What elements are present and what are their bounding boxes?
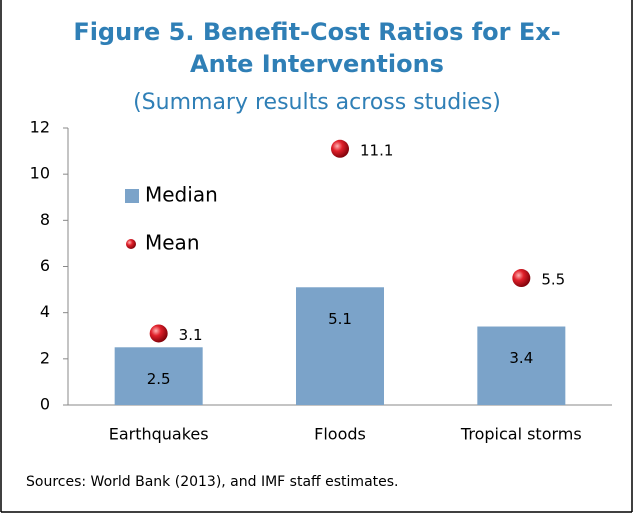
y-tick-label: 8 [40, 210, 50, 229]
value-label: 2.5 [147, 370, 171, 388]
value-label: 5.5 [541, 271, 565, 289]
x-tick-label: Earthquakes [109, 425, 209, 444]
legend-swatch [125, 189, 139, 203]
y-tick-label: 12 [30, 118, 50, 137]
value-label: 3.1 [179, 326, 203, 344]
y-tick-label: 6 [40, 256, 50, 275]
bar [114, 347, 203, 405]
value-label: 11.1 [360, 141, 393, 159]
legend-label: Median [145, 183, 218, 207]
mean-point [331, 139, 349, 158]
x-tick-label: Tropical storms [460, 425, 582, 444]
mean-point [149, 324, 168, 343]
value-label: 5.1 [328, 310, 352, 328]
mean-point [512, 269, 531, 288]
y-tick-label: 10 [30, 164, 50, 183]
x-tick-label: Floods [314, 425, 366, 444]
y-tick-label: 2 [40, 348, 50, 367]
value-label: 3.4 [509, 349, 533, 367]
bar [477, 326, 566, 405]
legend-swatch [126, 239, 136, 249]
source: Sources: World Bank (2013), and IMF staf… [26, 474, 399, 490]
bar [296, 287, 384, 405]
chart-subtitle: (Summary results across studies) [133, 90, 501, 115]
y-tick-label: 0 [40, 395, 50, 414]
y-tick-label: 4 [40, 302, 50, 321]
chart-title: Figure 5. Benefit-Cost Ratios for Ex-Ant… [73, 18, 561, 78]
legend-label: Mean [145, 231, 200, 255]
